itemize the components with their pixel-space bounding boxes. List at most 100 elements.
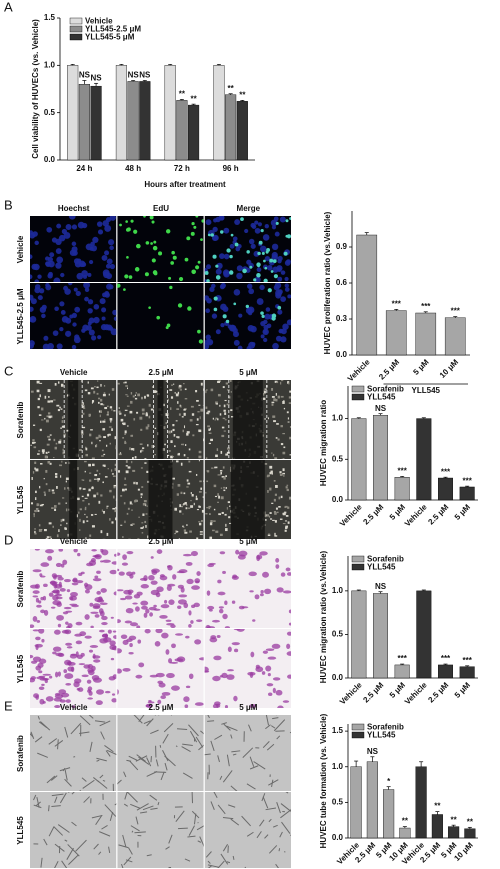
speckle — [183, 454, 186, 457]
y-tick-label: 1.0 — [332, 414, 344, 423]
speckle — [108, 393, 110, 396]
tube — [64, 839, 68, 842]
speckle — [78, 449, 82, 451]
cell-blob — [66, 646, 73, 649]
cell-blob — [129, 622, 139, 627]
edu-dot — [153, 240, 157, 244]
bar — [415, 312, 437, 356]
cell-blob — [219, 608, 224, 614]
nucleus — [270, 219, 278, 227]
speckle — [110, 469, 113, 472]
speckle — [288, 396, 292, 399]
speckle — [289, 426, 292, 428]
edu-dot — [172, 255, 177, 260]
speckle — [191, 493, 194, 497]
cell-blob — [104, 633, 108, 640]
speckle — [129, 501, 132, 505]
significance-label: * — [387, 777, 391, 786]
speckle — [107, 411, 109, 414]
bar — [351, 418, 367, 501]
tube — [66, 847, 74, 860]
speckle — [220, 472, 222, 475]
tube — [242, 747, 254, 758]
speckle — [200, 382, 203, 386]
edu-dot — [225, 319, 230, 324]
nucleus — [72, 322, 77, 327]
nucleus — [277, 267, 282, 272]
nucleus — [30, 342, 34, 349]
speckle — [230, 380, 232, 382]
cell-blob — [53, 629, 61, 635]
speckle — [48, 451, 50, 453]
speckle — [209, 536, 213, 539]
nucleus — [90, 241, 95, 247]
tube — [220, 853, 229, 865]
speckle — [142, 526, 144, 529]
speckle — [275, 437, 278, 439]
speckle — [219, 470, 223, 472]
column-label: 5 μM — [239, 537, 258, 546]
cell-blob — [184, 704, 189, 708]
nucleus — [65, 317, 72, 324]
edu-dot — [197, 329, 201, 334]
tube — [230, 818, 240, 826]
tube — [198, 744, 204, 751]
cell-blob — [252, 619, 256, 622]
nucleus — [108, 284, 114, 290]
speckle — [34, 467, 36, 470]
speckle — [94, 385, 96, 388]
speckle — [81, 495, 84, 498]
x-tick-label: 5 μM — [411, 357, 430, 376]
cell-blob — [178, 569, 188, 574]
tube — [150, 729, 159, 734]
speckle — [273, 480, 276, 482]
speckle — [103, 464, 106, 467]
tube — [51, 793, 64, 797]
speckle — [113, 485, 116, 489]
nucleus — [46, 226, 53, 233]
cell-blob — [262, 650, 269, 654]
cell-blob — [84, 635, 92, 639]
micrograph — [30, 216, 117, 282]
speckle — [81, 403, 85, 407]
nucleus — [100, 324, 108, 331]
edu-dot — [195, 265, 200, 270]
speckle — [121, 422, 125, 425]
nucleus — [223, 253, 230, 260]
tube — [34, 736, 43, 743]
nucleus — [256, 298, 264, 305]
speckle — [274, 520, 277, 523]
speckle — [132, 395, 135, 398]
speckle — [186, 486, 189, 488]
cell-blob — [100, 588, 107, 593]
nucleus — [45, 261, 50, 267]
cell-blob — [31, 660, 38, 664]
micrograph — [204, 549, 292, 628]
speckle — [277, 395, 280, 399]
bar — [415, 766, 427, 839]
cell-blob — [282, 700, 290, 703]
speckle — [41, 419, 44, 421]
edu-dot — [261, 314, 265, 318]
cell-blob — [275, 689, 283, 696]
nucleus — [219, 284, 226, 290]
cell-blob — [194, 702, 204, 706]
speckle — [58, 381, 60, 384]
speckle — [202, 496, 204, 498]
speckle — [133, 448, 135, 451]
cell-blob — [213, 655, 222, 661]
speckle — [146, 505, 148, 507]
speckle — [30, 390, 34, 393]
nucleus — [89, 259, 94, 265]
y-tick-label: 0.0 — [332, 673, 344, 682]
speckle — [271, 401, 275, 404]
speckle — [93, 390, 96, 394]
nucleus — [93, 304, 100, 310]
nucleus — [73, 336, 81, 344]
nucleus — [37, 295, 43, 301]
nucleus — [267, 265, 273, 271]
x-tick-label: 2.5 μM — [377, 357, 401, 381]
bar — [176, 100, 188, 161]
tube — [53, 826, 64, 836]
speckle — [102, 464, 105, 467]
